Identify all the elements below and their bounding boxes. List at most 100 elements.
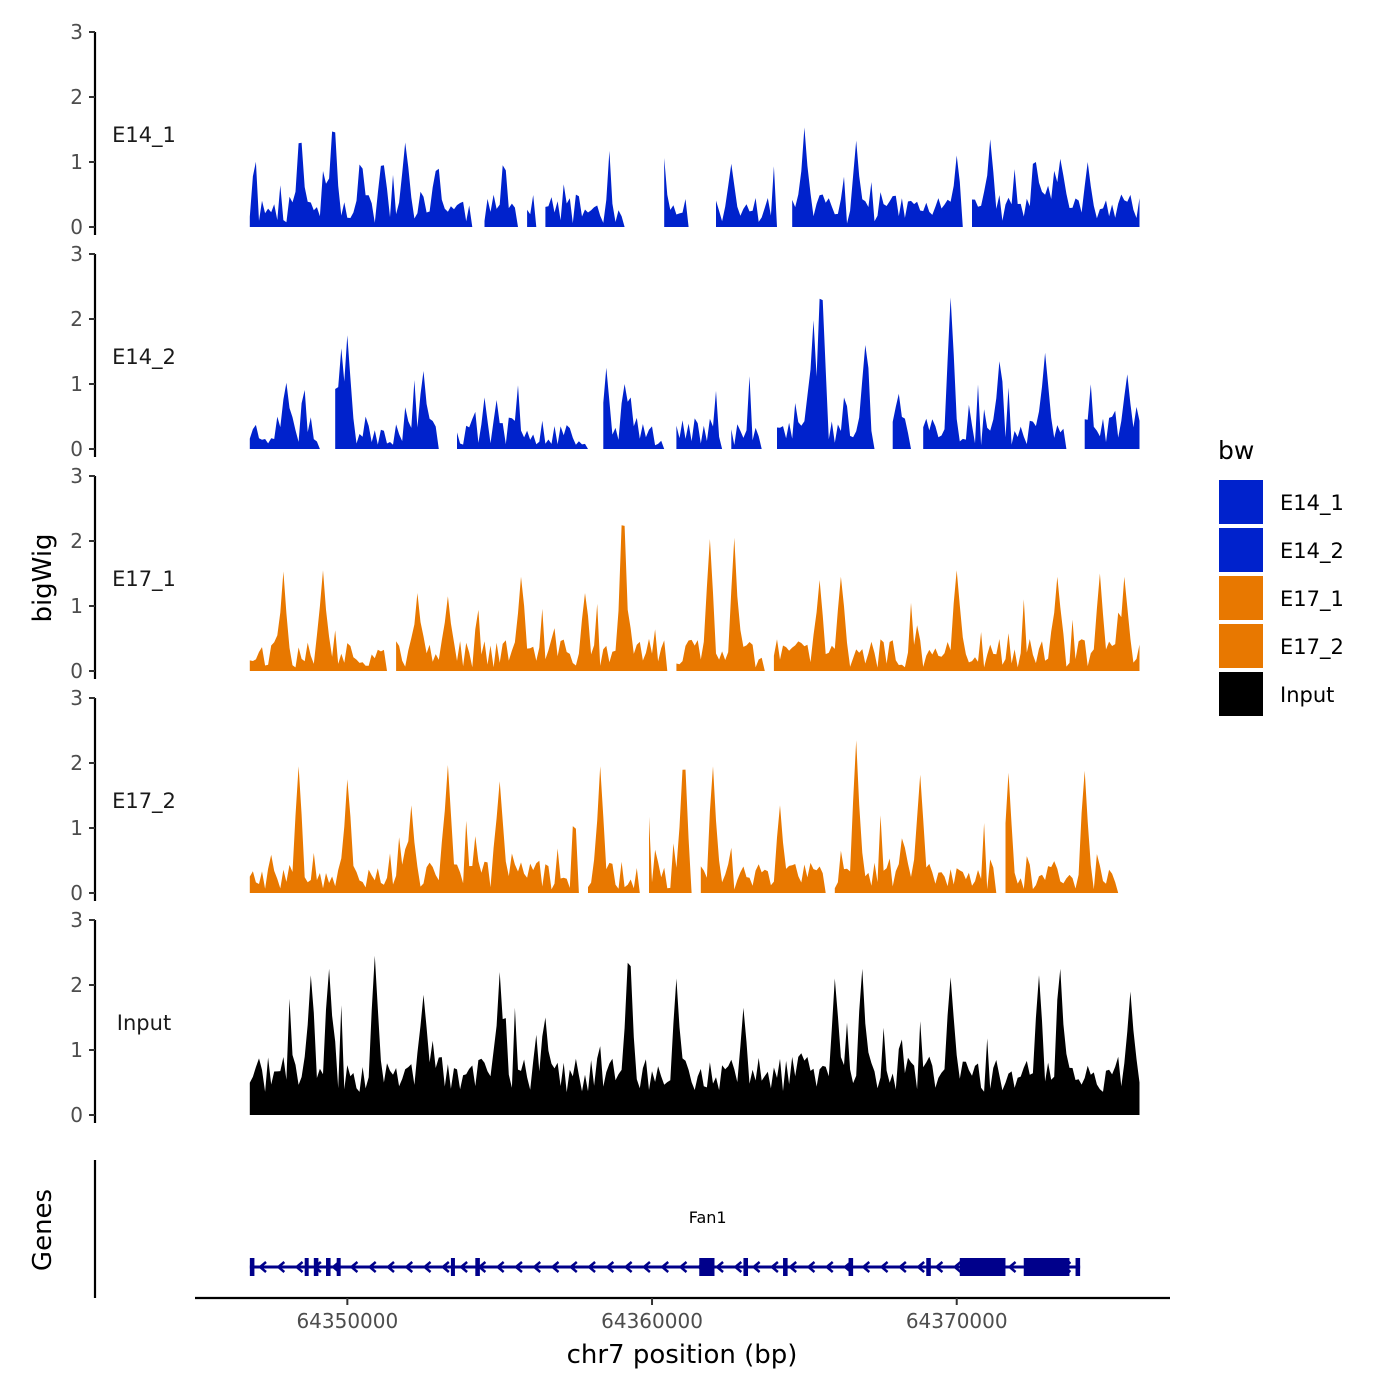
legend-label: E14_2 <box>1280 539 1344 564</box>
strand-arrow <box>605 1261 615 1273</box>
legend-item-e14-2: E14_2 <box>1219 528 1344 572</box>
legend-item-e17-2: E17_2 <box>1219 624 1344 668</box>
coverage-area-e14-1 <box>249 127 1140 227</box>
y-tick-label: 1 <box>70 150 83 174</box>
x-axis-title: chr7 position (bp) <box>567 1340 798 1370</box>
legend-item-e14-1: E14_1 <box>1219 480 1344 524</box>
legend-item-input: Input <box>1219 672 1334 716</box>
y-tick-label: 3 <box>70 20 83 44</box>
legend-label: E17_1 <box>1280 587 1344 612</box>
strand-arrow <box>934 1261 944 1273</box>
strand-arrow <box>587 1261 596 1273</box>
strand-arrow <box>623 1261 633 1273</box>
strand-arrow <box>550 1261 560 1273</box>
track-panel-e14-2: 0 1 2 3 E14_2 <box>70 242 1140 461</box>
y-tick-label: 3 <box>70 686 83 710</box>
strand-arrow <box>788 1261 797 1273</box>
x-tick-label: 64350000 <box>296 1309 398 1333</box>
y-tick-label: 0 <box>70 1103 83 1127</box>
strand-arrow <box>660 1261 670 1273</box>
y-tick-label: 1 <box>70 594 83 618</box>
legend: E14_1 E14_2 E17_1 E17_2 Input <box>1219 480 1344 716</box>
strand-arrow <box>422 1261 432 1273</box>
strand-arrow <box>514 1261 523 1273</box>
y-tick-label: 3 <box>70 464 83 488</box>
strand-arrow <box>678 1261 688 1273</box>
y-tick-label: 2 <box>70 307 83 331</box>
legend-swatch <box>1219 576 1263 620</box>
strand-arrow <box>495 1261 505 1273</box>
strand-arrow <box>861 1261 871 1273</box>
track-panel-e17-2: 0 1 2 3 E17_2 <box>70 686 1140 905</box>
gene-exon <box>743 1258 749 1276</box>
strand-arrow <box>733 1261 743 1273</box>
gene-exon <box>249 1258 255 1276</box>
track-label: E17_1 <box>112 567 176 592</box>
y-tick-label: 0 <box>70 881 83 905</box>
strand-arrow <box>258 1261 267 1273</box>
legend-label: E14_1 <box>1280 491 1344 516</box>
gene-exon <box>926 1258 931 1276</box>
gene-exon <box>450 1258 455 1276</box>
track-label: Input <box>117 1011 171 1035</box>
track-panel-input: 0 1 2 3 Input <box>70 908 1140 1127</box>
strand-arrow <box>294 1261 304 1273</box>
strand-arrow <box>1007 1261 1017 1273</box>
coverage-area-input <box>249 955 1140 1115</box>
y-tick-label: 2 <box>70 973 83 997</box>
x-tick-label: 64370000 <box>906 1309 1008 1333</box>
y-tick-label: 3 <box>70 908 83 932</box>
track-label: E14_2 <box>112 345 176 370</box>
tracks-layer: 0 1 2 3 E14_1 0 1 2 3 E14_2 0 1 2 3 E17_1 0 1 2 3 E17_2 0 1 2 3… <box>70 20 1140 1127</box>
strand-arrow <box>715 1261 724 1273</box>
y-tick-label: 0 <box>70 215 83 239</box>
y-tick-label: 2 <box>70 85 83 109</box>
strand-arrow <box>349 1261 359 1273</box>
strand-arrow <box>568 1261 578 1273</box>
strand-arrow <box>276 1261 286 1273</box>
strand-arrow <box>824 1261 834 1273</box>
legend-swatch <box>1219 672 1263 716</box>
y-tick-label: 2 <box>70 751 83 775</box>
x-tick-label: 64360000 <box>601 1309 703 1333</box>
strand-arrow <box>806 1261 816 1273</box>
legend-title: bw <box>1218 436 1254 465</box>
strand-arrow <box>386 1261 395 1273</box>
strand-arrow <box>532 1261 542 1273</box>
y-tick-label: 1 <box>70 1038 83 1062</box>
strand-arrow <box>459 1261 468 1273</box>
coverage-area-e17-2 <box>249 740 1140 893</box>
y-tick-label: 1 <box>70 816 83 840</box>
y-tick-label: 0 <box>70 659 83 683</box>
gene-track: Fan1 <box>93 1160 1081 1298</box>
y-tick-label: 1 <box>70 372 83 396</box>
y-axis-title: bigWig <box>28 533 58 622</box>
gene-exon <box>326 1258 331 1276</box>
y-tick-label: 0 <box>70 437 83 461</box>
strand-arrow <box>404 1261 414 1273</box>
strand-arrow <box>641 1261 651 1273</box>
gene-exon <box>1023 1258 1070 1276</box>
gene-exon <box>313 1258 319 1276</box>
gene-exon <box>699 1258 715 1276</box>
legend-swatch <box>1219 480 1263 524</box>
strand-arrow <box>897 1261 907 1273</box>
strand-arrow <box>440 1261 450 1273</box>
track-panel-e14-1: 0 1 2 3 E14_1 <box>70 20 1140 239</box>
gene-exon <box>1075 1258 1081 1276</box>
strand-arrow <box>367 1261 377 1273</box>
genes-axis-title: Genes <box>28 1189 58 1271</box>
x-axis: 64350000 64360000 64370000 <box>195 1296 1170 1333</box>
coverage-area-e14-2 <box>249 297 1140 449</box>
strand-arrow <box>751 1261 761 1273</box>
gene-exon <box>783 1258 788 1276</box>
strand-arrow <box>952 1261 962 1273</box>
legend-swatch <box>1219 624 1263 668</box>
track-label: E17_2 <box>112 789 176 814</box>
gene-exon <box>959 1258 1006 1276</box>
gene-exon <box>336 1258 341 1276</box>
legend-swatch <box>1219 528 1263 572</box>
gene-exon <box>848 1258 854 1276</box>
y-tick-label: 3 <box>70 242 83 266</box>
